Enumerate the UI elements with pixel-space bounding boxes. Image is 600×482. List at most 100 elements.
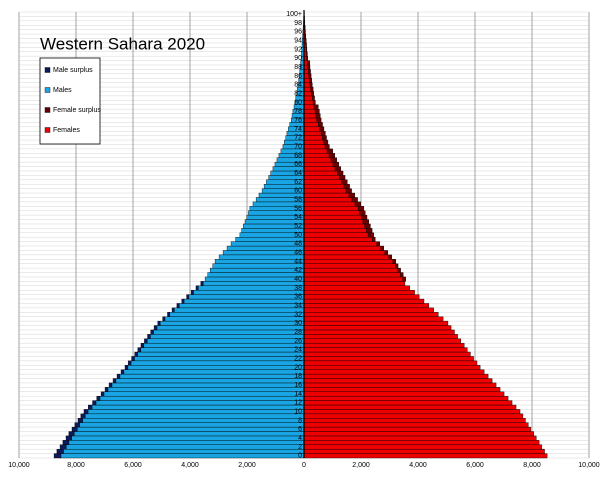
female-bar xyxy=(303,289,415,295)
female-bar xyxy=(303,365,481,370)
y-tick-label: 82 xyxy=(294,91,302,98)
male-bar xyxy=(174,307,305,313)
male-bar xyxy=(74,431,305,437)
female-surplus-bar xyxy=(330,157,337,163)
y-tick-label: 94 xyxy=(294,38,302,45)
male-surplus-bar xyxy=(153,325,158,331)
male-bar xyxy=(68,440,305,445)
female-surplus-bar xyxy=(395,263,399,269)
y-tick-label: 32 xyxy=(294,311,302,318)
female-surplus-bar xyxy=(324,144,330,150)
male-bar xyxy=(130,360,305,366)
male-surplus-bar xyxy=(127,360,132,366)
female-bar xyxy=(303,312,439,317)
female-surplus-bar xyxy=(380,245,385,251)
male-bar xyxy=(99,395,305,401)
male-surplus-bar xyxy=(120,369,125,375)
female-surplus-bar xyxy=(323,139,329,145)
male-bar xyxy=(188,294,305,300)
male-bar xyxy=(212,263,305,269)
female-bar xyxy=(303,307,434,313)
male-bar xyxy=(91,404,305,410)
y-tick-label: 72 xyxy=(294,135,302,142)
female-bar xyxy=(303,245,382,251)
male-surplus-bar xyxy=(88,404,93,410)
male-bar xyxy=(226,245,305,251)
x-tick-label: 8,000 xyxy=(523,462,541,469)
female-bar xyxy=(303,135,323,141)
female-bar xyxy=(303,378,493,384)
x-tick-label: 2,000 xyxy=(238,462,256,469)
female-surplus-bar xyxy=(397,267,401,273)
female-bar xyxy=(303,316,444,322)
y-tick-label: 22 xyxy=(294,355,302,362)
y-tick-label: 92 xyxy=(294,46,302,53)
female-surplus-bar xyxy=(388,254,392,260)
y-tick-label: 16 xyxy=(294,382,302,389)
male-bar xyxy=(218,254,305,260)
female-bar xyxy=(303,267,398,273)
y-tick-label: 96 xyxy=(294,29,302,36)
male-bar xyxy=(111,382,305,388)
male-surplus-bar xyxy=(131,356,135,362)
female-bar xyxy=(303,338,461,344)
female-bar xyxy=(303,373,489,379)
y-tick-label: 46 xyxy=(294,250,302,257)
female-bar xyxy=(303,285,410,291)
bars xyxy=(53,11,548,459)
male-bar xyxy=(204,276,305,282)
legend-swatch xyxy=(44,107,51,113)
y-tick-label: 0 xyxy=(298,453,302,460)
female-surplus-bar xyxy=(364,223,371,229)
female-bar xyxy=(303,228,367,233)
y-tick-label: 18 xyxy=(294,373,302,380)
y-tick-label: 86 xyxy=(294,73,302,80)
female-bar xyxy=(303,82,311,88)
male-bar xyxy=(143,342,305,348)
female-bar xyxy=(303,391,505,397)
female-bar xyxy=(303,382,497,388)
y-tick-label: 74 xyxy=(294,126,302,133)
y-tick-label: 68 xyxy=(294,152,302,159)
y-tick-label: 84 xyxy=(294,82,302,89)
female-surplus-bar xyxy=(320,131,326,136)
male-bar xyxy=(115,378,305,384)
female-surplus-bar xyxy=(308,69,311,75)
female-surplus-bar xyxy=(351,197,358,203)
legend-swatch xyxy=(44,127,51,133)
legend-swatch xyxy=(44,87,51,93)
male-bar xyxy=(159,320,305,326)
y-tick-label: 52 xyxy=(294,223,302,230)
female-surplus-bar xyxy=(332,161,339,167)
female-bar xyxy=(303,232,369,238)
male-surplus-bar xyxy=(68,431,75,437)
female-bar xyxy=(303,131,322,136)
female-surplus-bar xyxy=(341,179,348,185)
y-tick-label: 42 xyxy=(294,267,302,274)
female-bar xyxy=(303,91,312,97)
y-tick-label: 78 xyxy=(294,108,302,115)
female-bar xyxy=(303,418,526,423)
female-bar xyxy=(303,320,449,326)
female-bar xyxy=(303,144,326,150)
female-surplus-bar xyxy=(312,100,316,105)
female-surplus-bar xyxy=(400,272,404,278)
male-bar xyxy=(66,444,305,450)
y-tick-label: 38 xyxy=(294,285,302,292)
female-bar xyxy=(303,157,332,163)
female-bar xyxy=(303,440,540,445)
male-surplus-bar xyxy=(186,294,190,300)
female-bar xyxy=(303,69,309,75)
male-bar xyxy=(119,373,305,379)
female-surplus-bar xyxy=(334,166,341,172)
female-surplus-bar xyxy=(384,250,388,256)
y-tick-label: 48 xyxy=(294,241,302,248)
y-tick-label: 90 xyxy=(294,55,302,62)
female-surplus-bar xyxy=(354,201,361,207)
female-bar xyxy=(303,73,310,79)
female-bar xyxy=(303,369,485,375)
female-bar xyxy=(303,214,362,220)
male-bar xyxy=(95,400,305,406)
y-tick-label: 64 xyxy=(294,170,302,177)
x-tick-label: 10,000 xyxy=(8,462,30,469)
